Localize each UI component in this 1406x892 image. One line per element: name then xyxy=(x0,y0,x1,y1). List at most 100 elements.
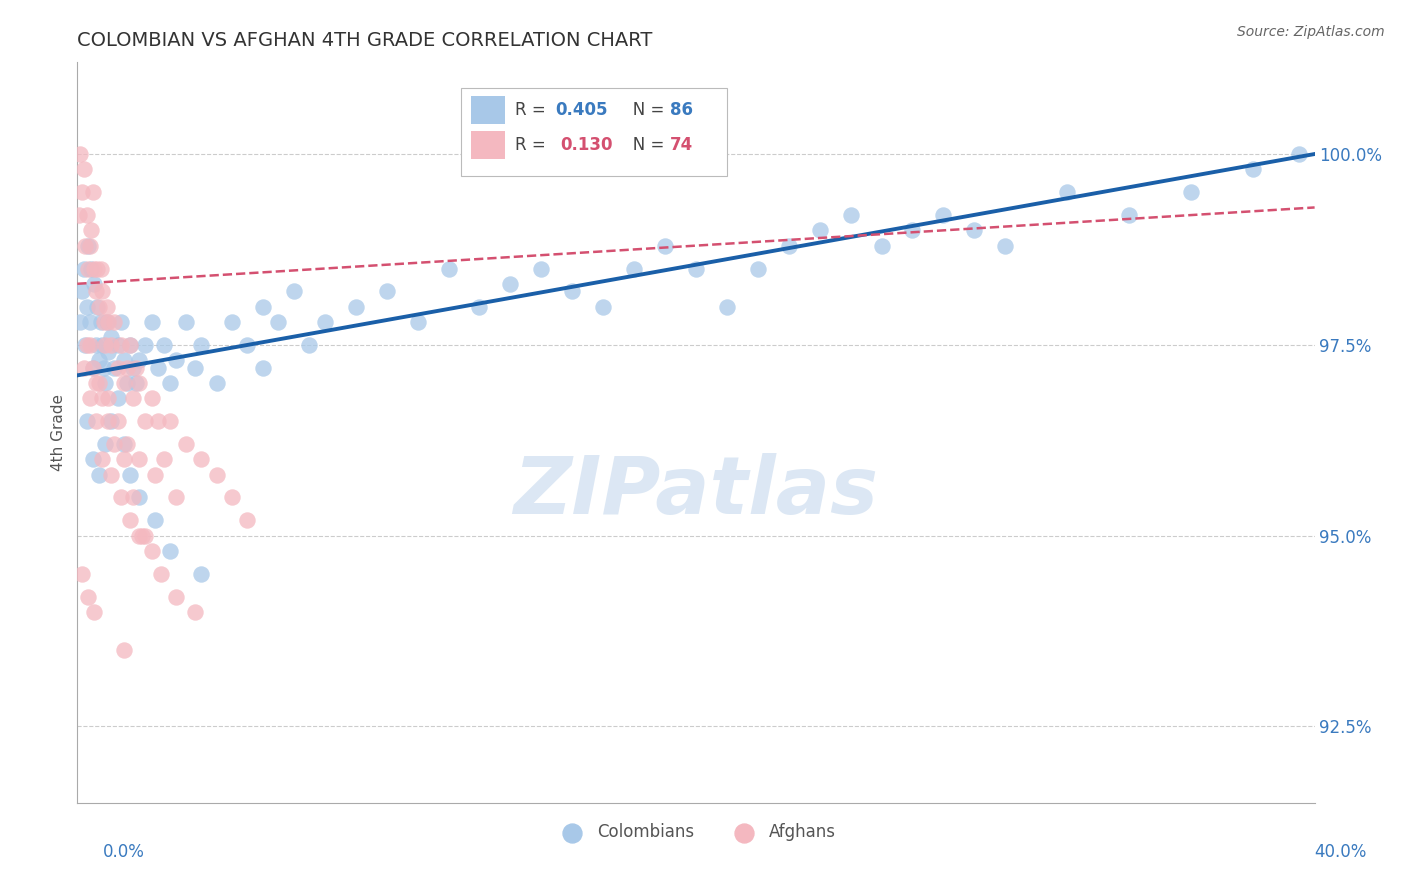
Point xyxy=(77,238,100,252)
Point xyxy=(107,414,129,428)
FancyBboxPatch shape xyxy=(461,88,727,176)
Point xyxy=(91,452,114,467)
Point xyxy=(128,491,150,505)
Point xyxy=(128,353,150,368)
Point xyxy=(165,491,187,505)
Point xyxy=(143,513,166,527)
Point xyxy=(205,467,228,482)
Point xyxy=(115,437,138,451)
Point xyxy=(67,208,90,222)
Point xyxy=(252,300,274,314)
Point xyxy=(72,360,94,375)
Point xyxy=(76,414,98,428)
Point xyxy=(134,414,156,428)
Point xyxy=(84,414,107,428)
Point xyxy=(870,238,893,252)
Point xyxy=(97,391,120,405)
Point xyxy=(963,223,986,237)
Point xyxy=(112,437,135,451)
Point xyxy=(141,544,163,558)
Point xyxy=(141,315,163,329)
Point xyxy=(190,338,212,352)
Point xyxy=(82,360,104,375)
Point xyxy=(901,223,924,237)
Point xyxy=(84,285,107,299)
Point xyxy=(87,353,110,368)
Point xyxy=(115,360,138,375)
Point xyxy=(97,315,120,329)
Point xyxy=(165,353,187,368)
Point xyxy=(932,208,955,222)
FancyBboxPatch shape xyxy=(471,95,505,124)
Point xyxy=(86,261,108,276)
Point xyxy=(314,315,336,329)
Text: COLOMBIAN VS AFGHAN 4TH GRADE CORRELATION CHART: COLOMBIAN VS AFGHAN 4TH GRADE CORRELATIO… xyxy=(77,30,652,50)
Point xyxy=(91,391,114,405)
Text: ZIPatlas: ZIPatlas xyxy=(513,453,879,531)
Point xyxy=(103,360,125,375)
Point xyxy=(87,376,110,390)
Point xyxy=(131,529,153,543)
Point xyxy=(623,261,645,276)
Point xyxy=(103,437,125,451)
Point xyxy=(79,238,101,252)
Text: N =: N = xyxy=(617,101,669,119)
Point xyxy=(79,338,101,352)
Point xyxy=(107,391,129,405)
Point xyxy=(72,162,94,177)
Point xyxy=(747,261,769,276)
Point xyxy=(716,300,738,314)
Point xyxy=(77,261,100,276)
Point xyxy=(994,238,1017,252)
Point xyxy=(437,261,460,276)
Point xyxy=(103,315,125,329)
Point xyxy=(100,338,122,352)
Point xyxy=(190,566,212,581)
Point xyxy=(118,513,141,527)
Point xyxy=(1056,185,1078,199)
Point xyxy=(174,315,197,329)
Point xyxy=(115,376,138,390)
Point xyxy=(84,376,107,390)
Point xyxy=(100,467,122,482)
Point xyxy=(122,360,145,375)
Point xyxy=(159,544,181,558)
Point xyxy=(221,315,243,329)
Point xyxy=(174,437,197,451)
Point xyxy=(141,391,163,405)
Point xyxy=(839,208,862,222)
Point xyxy=(72,261,94,276)
Point xyxy=(118,467,141,482)
Point xyxy=(344,300,367,314)
Point xyxy=(205,376,228,390)
Point xyxy=(69,315,91,329)
Text: R =: R = xyxy=(516,136,557,153)
Legend: Colombians, Afghans: Colombians, Afghans xyxy=(548,816,844,847)
Point xyxy=(654,238,676,252)
Point xyxy=(82,360,104,375)
Text: R =: R = xyxy=(516,101,551,119)
Point xyxy=(91,285,114,299)
Point xyxy=(184,605,207,619)
Point xyxy=(236,338,259,352)
Point xyxy=(146,414,169,428)
Point xyxy=(107,338,129,352)
Point xyxy=(80,261,103,276)
Point xyxy=(592,300,614,314)
Point xyxy=(143,467,166,482)
Point xyxy=(82,185,104,199)
Point xyxy=(110,491,132,505)
Point xyxy=(125,360,148,375)
Text: 0.0%: 0.0% xyxy=(103,843,145,861)
Point xyxy=(110,338,132,352)
Point xyxy=(236,513,259,527)
Point xyxy=(83,605,105,619)
Point xyxy=(96,300,118,314)
Point xyxy=(82,452,104,467)
Point xyxy=(406,315,429,329)
Point xyxy=(112,452,135,467)
Point xyxy=(190,452,212,467)
Point xyxy=(112,353,135,368)
Point xyxy=(1288,147,1310,161)
Point xyxy=(87,467,110,482)
